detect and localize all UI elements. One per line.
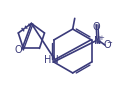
Text: +: +: [98, 35, 104, 41]
Text: N: N: [94, 36, 101, 46]
Text: O: O: [14, 45, 22, 55]
Text: O: O: [93, 22, 100, 32]
Text: O: O: [103, 40, 111, 50]
Text: HN: HN: [44, 55, 59, 65]
Text: −: −: [106, 40, 112, 46]
